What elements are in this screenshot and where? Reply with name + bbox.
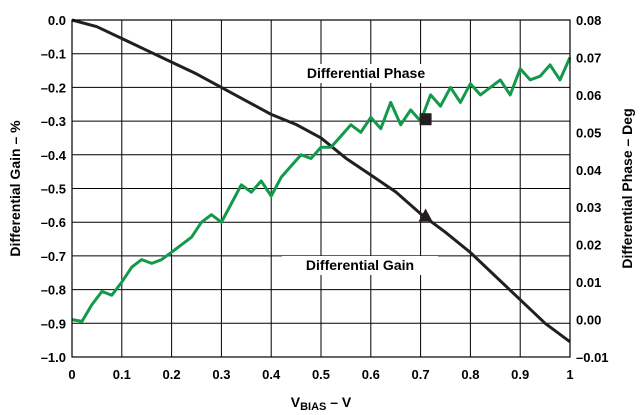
x-tick-label: 0.8	[461, 367, 479, 382]
y-axis-right-title: Differential Phase – Deg	[619, 108, 635, 268]
x-axis-title-suffix: – V	[326, 394, 352, 410]
y-left-tick-label: –0.6	[41, 215, 66, 230]
phase-label-background	[284, 64, 448, 83]
differential-gain-marker	[418, 208, 433, 222]
y-right-tick-label: 0.08	[576, 13, 601, 28]
x-axis-title: VBIAS – V	[291, 394, 352, 413]
y-right-tick-label: 0.01	[576, 275, 601, 290]
differential-phase-line	[71, 56, 572, 323]
differential-phase-label: Differential Phase	[307, 65, 425, 81]
y-left-tick-label: –0.4	[41, 148, 67, 163]
y-left-tick-labels: 0.0 –0.1 –0.2 –0.3 –0.4 –0.5 –0.6 –0.7 –0.8 –0.9 –…	[41, 13, 67, 365]
x-axis-title-subscript: BIAS	[300, 401, 326, 413]
y-left-tick-label: –0.9	[41, 316, 66, 331]
x-tick-label: 0.3	[212, 367, 230, 382]
y-left-tick-label: –0.1	[41, 47, 66, 62]
differential-phase-marker	[419, 113, 432, 126]
x-tick-label: 0.1	[113, 367, 131, 382]
series-group	[71, 18, 572, 344]
y-axis-left-title: Differential Gain – %	[7, 120, 23, 257]
y-right-tick-label: 0.00	[576, 313, 601, 328]
x-tick-label: 0.5	[312, 367, 330, 382]
y-left-tick-label: –0.3	[41, 114, 66, 129]
y-right-tick-label: 0.03	[576, 200, 601, 215]
y-right-tick-label: 0.04	[576, 163, 602, 178]
y-right-tick-label: –0.01	[576, 350, 609, 365]
marker-group	[418, 113, 433, 222]
gain-label-background	[282, 256, 438, 275]
x-axis-title-main: V	[291, 394, 301, 410]
y-left-tick-label: –1.0	[41, 350, 66, 365]
x-tick-label: 0.6	[362, 367, 380, 382]
y-right-tick-label: 0.05	[576, 125, 601, 140]
x-tick-label: 0.2	[163, 367, 181, 382]
x-tick-label: 0.7	[412, 367, 430, 382]
x-tick-labels: 0 0.1 0.2 0.3 0.4 0.5 0.6 0.7 0.8 0.9 1	[68, 367, 573, 382]
y-right-tick-label: 0.02	[576, 238, 601, 253]
x-tick-label: 0.4	[262, 367, 281, 382]
y-left-tick-label: –0.7	[41, 249, 66, 264]
x-tick-label: 0.9	[511, 367, 529, 382]
y-left-tick-label: –0.8	[41, 283, 66, 298]
y-left-tick-label: –0.5	[41, 182, 66, 197]
y-right-tick-label: 0.07	[576, 50, 601, 65]
y-right-tick-label: 0.06	[576, 88, 601, 103]
y-left-tick-label: 0.0	[48, 13, 66, 28]
differential-gain-label: Differential Gain	[306, 257, 414, 273]
y-left-tick-label: –0.2	[41, 80, 66, 95]
y-right-tick-labels: 0.08 0.07 0.06 0.05 0.04 0.03 0.02 0.01 0.00 –0.0…	[576, 13, 609, 365]
x-tick-label: 0	[68, 367, 75, 382]
plot-frame	[71, 19, 571, 358]
differential-gain-line	[71, 18, 571, 344]
x-tick-label: 1	[566, 367, 573, 382]
